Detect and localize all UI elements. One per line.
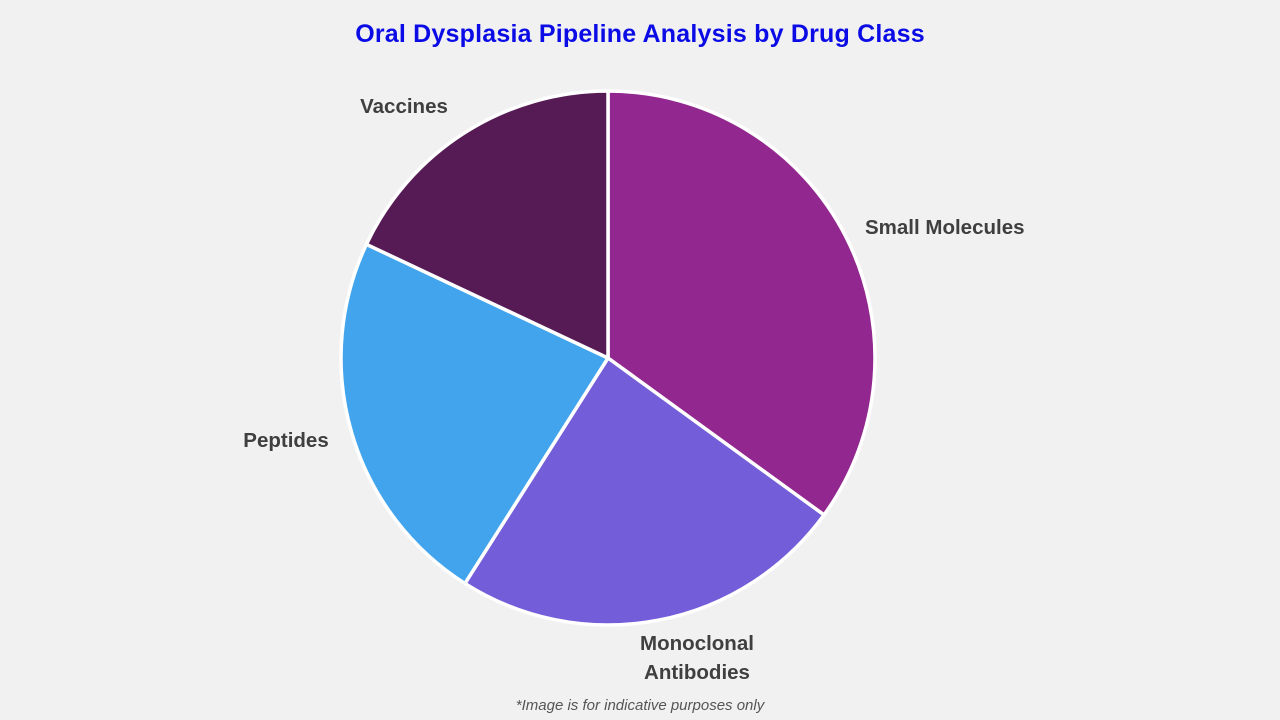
slice-label-vaccines: Vaccines [360, 95, 448, 118]
footnote: *Image is for indicative purposes only [515, 697, 765, 714]
slice-label-small-molecules: Small Molecules [865, 216, 1025, 239]
pie-slice-monoclonal-antibodies[interactable] [463, 356, 826, 627]
pie-slice-peptides[interactable] [339, 242, 610, 586]
slice-label-monoclonal-antibodies: Monoclonal Antibodies [640, 632, 754, 685]
chart-title: Oral Dysplasia Pipeline Analysis by Drug… [355, 20, 925, 48]
pie-slice-vaccines[interactable] [364, 89, 610, 360]
pie-slice-small-molecules[interactable] [606, 89, 877, 517]
slice-label-peptides: Peptides [243, 429, 329, 452]
